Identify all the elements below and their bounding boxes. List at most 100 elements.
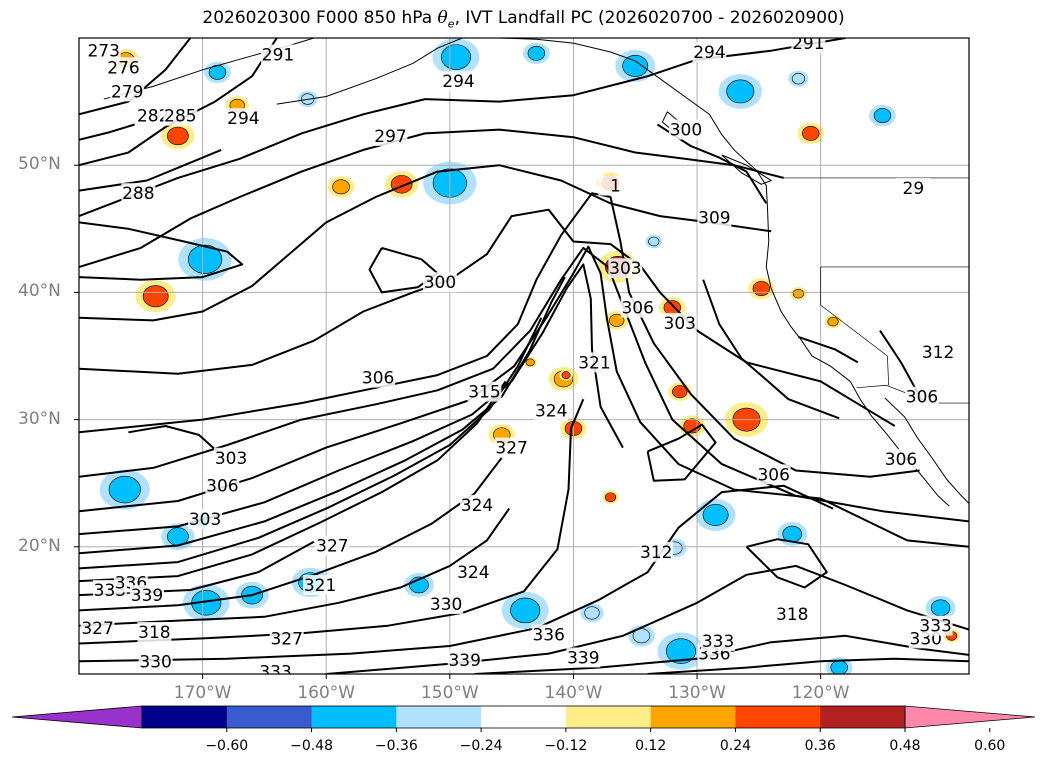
- contour-label-bg: [791, 38, 826, 54]
- contour-label-bg: [921, 342, 956, 363]
- ivt-shaded-cell: [824, 314, 842, 329]
- theta-e-contour: [79, 164, 772, 322]
- contour-label-bg: [577, 352, 612, 373]
- contour-label: 315: [468, 383, 500, 403]
- contour-label-bg: [110, 81, 145, 102]
- ivt-shaded-cell: [925, 595, 956, 620]
- contour-label-bg: [441, 71, 476, 92]
- contour-label-bg: [701, 630, 736, 651]
- theta-e-contour: [79, 245, 969, 548]
- contour-label: 330: [139, 652, 171, 672]
- contour-label: 306: [621, 299, 653, 319]
- ivt-shaded-cell: [135, 280, 176, 313]
- contour-label: 297: [374, 127, 406, 147]
- theta-e-contour: [79, 208, 896, 427]
- contour-label: 321: [304, 576, 336, 596]
- colorbar-extend-low: [11, 705, 143, 729]
- theta-e-contour: [79, 246, 969, 523]
- lon-tick-label: 140°W: [544, 683, 603, 703]
- contour-label-bg: [467, 381, 502, 402]
- theta-e-contour: [79, 192, 920, 478]
- contour-label: 303: [664, 314, 696, 334]
- theta-e-contour: [647, 657, 969, 674]
- contour-label-bg: [137, 622, 172, 643]
- border-line: [820, 266, 888, 357]
- contour-label-bg: [121, 183, 156, 204]
- contour-label: 285: [164, 107, 196, 127]
- colorbar-tick-label: −0.48: [290, 738, 333, 754]
- contour-label-bg: [422, 272, 457, 293]
- contour-label-bg: [534, 400, 569, 421]
- contour-label: 279: [111, 82, 143, 102]
- contour-label-bg: [456, 562, 491, 583]
- contour-label-bg: [188, 508, 223, 529]
- lon-tick-label: 160°W: [297, 683, 356, 703]
- theta-e-contour: [79, 123, 135, 141]
- colorbar-tick-label: −0.60: [205, 738, 249, 754]
- contour-label: 288: [122, 184, 154, 204]
- contour-label: 339: [131, 586, 163, 606]
- ivt-shaded-cell: [602, 490, 619, 504]
- contour-label: 327: [316, 537, 348, 557]
- colorbar-segment: [311, 706, 397, 728]
- title-prefix: 2026020300 F000 850 hPa: [202, 8, 438, 28]
- contour-label-bg: [86, 40, 121, 61]
- colorbar-segment: [565, 706, 652, 728]
- contour-label-bg: [697, 207, 732, 228]
- ivt-shaded-cell: [869, 104, 896, 127]
- colorbar-frame: [141, 705, 906, 729]
- contour-label: 306: [885, 450, 917, 470]
- coastline: [499, 38, 950, 507]
- colorbar-segment: [820, 706, 906, 728]
- colorbar-tick-label: 0.48: [889, 738, 921, 754]
- contour-label-bg: [429, 594, 464, 615]
- contour-label-bg: [214, 447, 249, 468]
- ivt-shaded-cell: [327, 176, 355, 198]
- theta-e-contour: [79, 380, 507, 583]
- lat-tick-label: 50°N: [18, 154, 61, 175]
- contour-label-bg: [692, 41, 727, 62]
- ivt-shaded-cell: [580, 603, 604, 623]
- contour-label-bg: [494, 437, 529, 458]
- contour-label-bg: [447, 650, 482, 671]
- contour-label-bg: [258, 661, 293, 674]
- theta-e-contour: [79, 263, 624, 536]
- contour-label: 1: [610, 177, 621, 197]
- contour-label: 330: [430, 595, 462, 615]
- title-suffix: , IVT Landfall PC (2026020700 - 20260209…: [454, 8, 845, 28]
- theta-e-contour: [79, 398, 585, 645]
- border-line: [887, 355, 890, 386]
- contour-label-bg: [269, 628, 304, 649]
- lon-tick-label: 150°W: [420, 683, 479, 703]
- ivt-shaded-cell: [384, 170, 419, 198]
- contour-label: 306: [362, 369, 394, 389]
- contour-label-bg: [905, 386, 940, 407]
- contour-label-bg: [303, 574, 338, 595]
- colorbar-tick-label: 0.60: [974, 738, 1006, 754]
- ivt-shaded-cell: [182, 584, 230, 622]
- colorbar-segment: [226, 706, 313, 728]
- lat-tick-label: 20°N: [18, 535, 61, 556]
- gridlines: [79, 38, 969, 674]
- contour-label: 294: [227, 109, 259, 129]
- ivt-shaded-cell: [559, 369, 573, 381]
- ivt-shaded-cell: [432, 38, 480, 76]
- theta-e-contour: [798, 335, 859, 364]
- theta-e-contour: [79, 148, 222, 192]
- contour-label-bg: [639, 541, 674, 562]
- contour-label-bg: [129, 585, 164, 606]
- contour-label: 294: [442, 72, 474, 92]
- contour-label-bg: [373, 125, 408, 146]
- ivt-shaded-cell: [178, 237, 232, 281]
- colorbar-segment: [142, 706, 228, 728]
- ivt-shaded-cell: [718, 74, 763, 109]
- contour-label: 339: [567, 648, 599, 668]
- contour-label: 303: [189, 510, 221, 530]
- ivt-shaded-cell: [797, 122, 825, 145]
- ivt-shaded-cell: [523, 42, 550, 64]
- contour-label: 324: [535, 402, 567, 422]
- colorbar-tick-label: 0.24: [719, 738, 752, 754]
